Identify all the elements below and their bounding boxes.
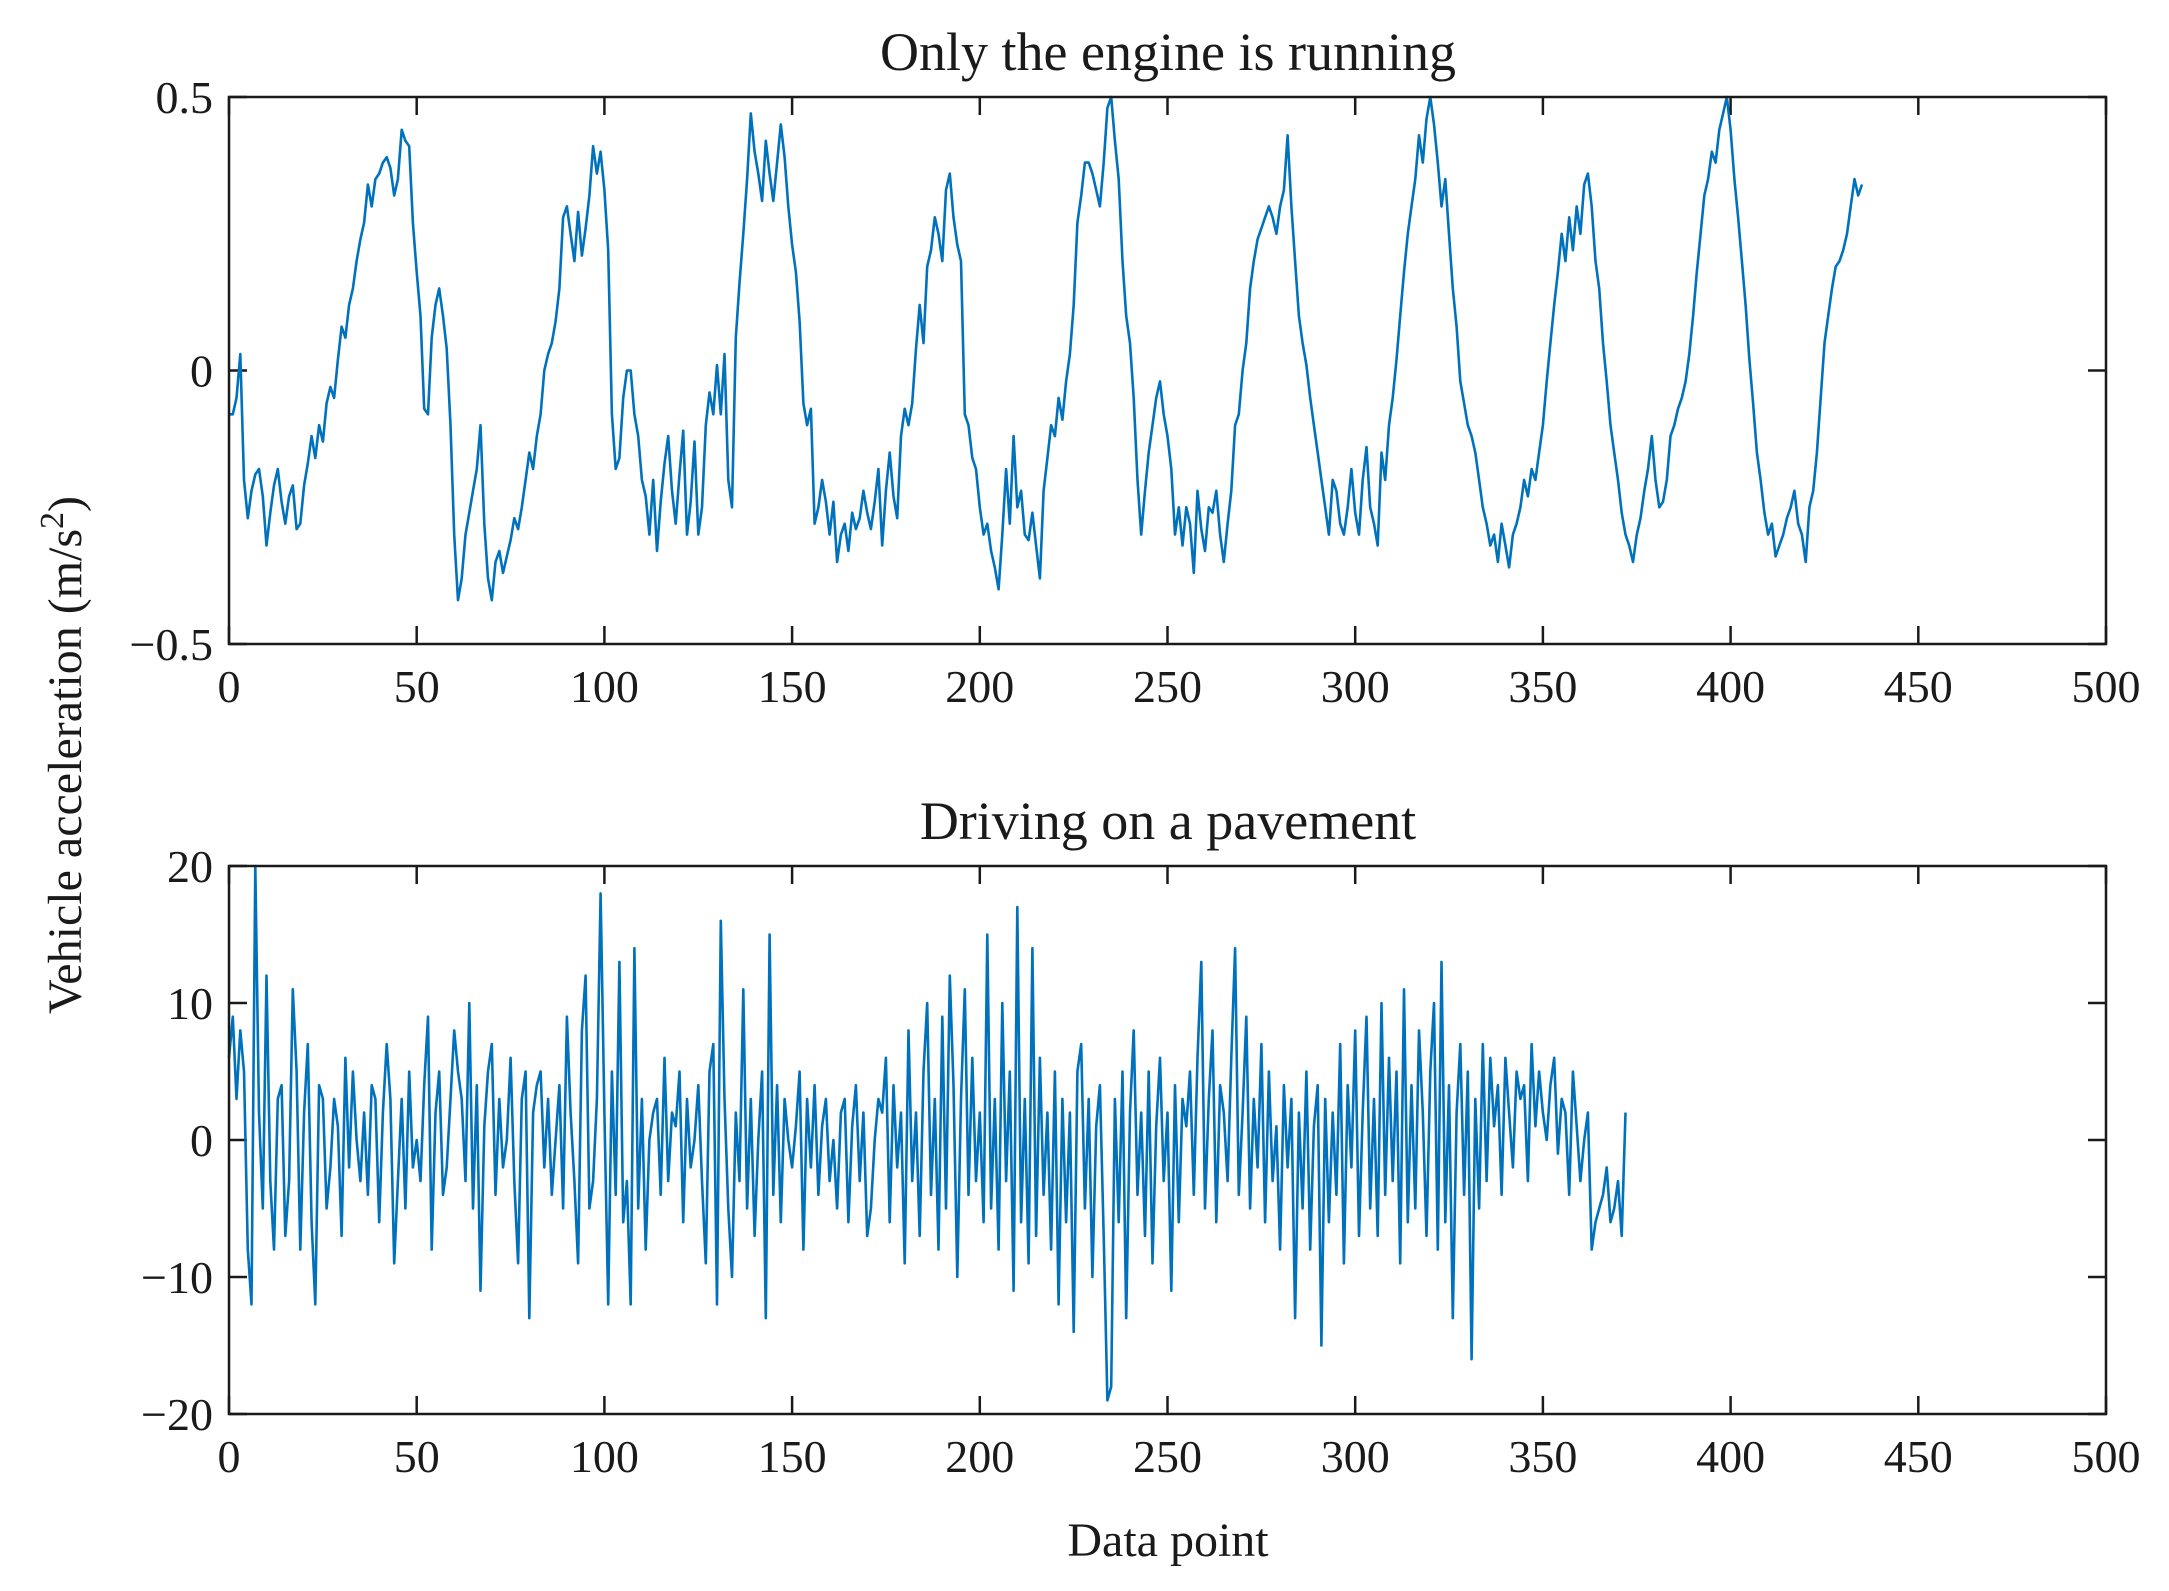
engine-running-x-tick-label: 250 bbox=[1133, 661, 1202, 712]
pavement-driving-y-tick-label: 20 bbox=[167, 841, 213, 892]
engine-running-series-line bbox=[229, 95, 1864, 602]
engine-running-x-tick-label: 450 bbox=[1884, 661, 1953, 712]
pavement-driving-axes-box bbox=[227, 864, 2108, 1416]
pavement-driving-x-tick-label: 350 bbox=[1508, 1431, 1577, 1482]
engine-running-x-tick-label: 100 bbox=[570, 661, 639, 712]
engine-running-x-tick-label: 200 bbox=[945, 661, 1014, 712]
pavement-driving-x-tick-label: 200 bbox=[945, 1431, 1014, 1482]
pavement-driving-ticks: 0 50 100 150 200 250 300 350 400 450 500 −20 −10 0 10 2… bbox=[141, 841, 2140, 1482]
pavement-driving-panel: Driving on a pavement 0 50 100 150 200 250 300… bbox=[141, 791, 2140, 1567]
engine-running-y-tick-label: 0.5 bbox=[156, 72, 214, 123]
pavement-driving-x-tick-label: 0 bbox=[218, 1431, 241, 1482]
pavement-driving-y-tick-label: −10 bbox=[141, 1252, 213, 1303]
pavement-driving-series-line bbox=[227, 864, 1627, 1402]
pavement-driving-x-tick-label: 100 bbox=[570, 1431, 639, 1482]
x-axis-label: Data point bbox=[1067, 1514, 1269, 1567]
pavement-driving-title: Driving on a pavement bbox=[920, 791, 1416, 851]
pavement-driving-x-tick-label: 250 bbox=[1133, 1431, 1202, 1482]
engine-running-y-tick-label: 0 bbox=[190, 346, 213, 397]
pavement-driving-y-tick-label: −20 bbox=[141, 1389, 213, 1440]
y-axis-label: Vehicle acceleration (m/s2) bbox=[34, 496, 92, 1014]
pavement-driving-y-tick-label: 10 bbox=[167, 978, 213, 1029]
pavement-driving-x-tick-label: 150 bbox=[758, 1431, 827, 1482]
engine-running-panel: Only the engine is running 0 50 100 150 200 2… bbox=[130, 22, 2141, 712]
engine-running-x-tick-label: 350 bbox=[1508, 661, 1577, 712]
engine-running-x-tick-label: 400 bbox=[1696, 661, 1765, 712]
pavement-driving-x-tick-label: 450 bbox=[1884, 1431, 1953, 1482]
engine-running-x-tick-label: 500 bbox=[2072, 661, 2141, 712]
engine-running-x-tick-label: 0 bbox=[218, 661, 241, 712]
pavement-driving-y-tick-label: 0 bbox=[190, 1115, 213, 1166]
pavement-driving-x-tick-label: 400 bbox=[1696, 1431, 1765, 1482]
engine-running-ticks: 0 50 100 150 200 250 300 350 400 450 500−0.500.5 bbox=[130, 72, 2141, 712]
pavement-driving-x-tick-label: 300 bbox=[1321, 1431, 1390, 1482]
engine-running-x-tick-label: 150 bbox=[758, 661, 827, 712]
pavement-driving-x-tick-label: 50 bbox=[394, 1431, 440, 1482]
engine-running-y-tick-label: −0.5 bbox=[130, 619, 213, 670]
engine-running-title: Only the engine is running bbox=[880, 22, 1456, 82]
engine-running-axes-box bbox=[227, 95, 2108, 646]
engine-running-x-tick-label: 300 bbox=[1321, 661, 1390, 712]
engine-running-x-tick-label: 50 bbox=[394, 661, 440, 712]
pavement-driving-x-tick-label: 500 bbox=[2072, 1431, 2141, 1482]
